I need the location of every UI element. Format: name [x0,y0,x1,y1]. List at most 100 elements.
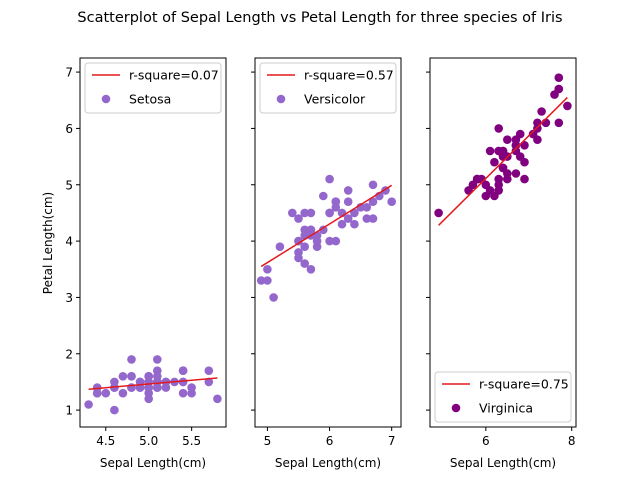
scatter-series-virginica [434,73,572,218]
data-point [325,208,334,218]
data-point [494,180,504,190]
x-axis-label: Sepal Length(cm) [450,456,556,470]
data-point [204,366,214,376]
data-point [127,372,136,381]
regression-line [438,96,568,226]
data-point [537,107,546,116]
data-point [263,276,272,285]
legend-versicolor: r-square=0.57 Versicolor [259,62,397,114]
data-point [256,276,266,285]
x-tick-label: 6 [482,434,490,448]
scatter-series-versicolor [256,174,397,302]
x-tick-label: 6 [326,434,334,448]
legend-setosa: r-square=0.07 Setosa [84,62,222,114]
data-point [325,174,334,184]
legend-series-label: Virginica [479,401,533,416]
panel-setosa: 4.5 5.0 5.5 Sepal Length(cm) 1 2 3 4 5 6 7 r-square… [65,57,227,470]
data-point [503,169,512,178]
data-point [204,377,214,387]
y-axis-label: Petal Length(cm) [41,192,55,294]
data-point [92,388,102,398]
data-point [520,157,529,167]
data-point [306,265,316,274]
data-point [213,394,222,404]
data-point [481,191,491,201]
legend-fit-label: r-square=0.07 [129,68,219,83]
data-point [533,135,542,144]
data-point [263,265,272,274]
data-point [362,214,372,223]
data-point [533,124,542,133]
data-point [520,174,529,184]
data-point [178,377,188,387]
data-point [331,236,341,246]
axes-frame [79,57,227,428]
axes-frame [429,57,577,428]
data-point [319,191,328,201]
data-point [101,388,111,398]
data-point [325,236,334,246]
data-point [434,208,443,218]
legend-fit-label: r-square=0.57 [304,68,394,83]
axes-frame [254,57,402,428]
data-point [294,253,303,263]
chart-title: Scatterplot of Sepal Length vs Petal Len… [77,10,562,26]
y-tick-label: 5 [65,178,73,192]
legend-series-label: Setosa [129,92,171,107]
x-tick-label: 8 [568,434,576,448]
x-tick-label: 4.5 [96,434,115,448]
x-tick-label: 5 [264,434,272,448]
data-point [294,214,303,223]
data-point [153,355,162,364]
data-point [554,118,564,128]
data-point [187,388,196,398]
data-point [288,208,297,218]
data-point [319,225,328,235]
x-tick-label: 5.0 [139,434,158,448]
legend-virginica: r-square=0.75 Virginica [434,371,572,423]
data-point [368,180,378,190]
x-tick-label: 7 [388,434,396,448]
data-point [312,236,322,246]
data-point [84,400,93,409]
data-point [127,355,136,364]
x-axis-label: Sepal Length(cm) [275,456,381,470]
legend-series-label: Versicolor [304,92,366,107]
data-point [343,197,353,206]
data-point [294,236,303,246]
data-point [275,242,285,251]
data-point [300,208,310,218]
panel-virginica: 6 8 Sepal Length(cm) r-square=0.75 Virginica [426,57,577,470]
data-point [269,293,278,302]
data-point [554,84,564,94]
panels: 4.5 5.0 5.5 Sepal Length(cm) 1 2 3 4 5 6 7 r-square… [65,57,577,470]
data-point [300,242,310,251]
data-point [300,259,310,268]
y-tick-label: 2 [65,347,73,361]
data-point [368,197,378,206]
data-point [387,197,397,206]
scatter-series-setosa [84,355,222,415]
x-axis-label: Sepal Length(cm) [100,456,206,470]
data-point [511,169,521,178]
y-tick-label: 1 [65,404,73,418]
data-point [350,219,359,229]
y-tick-label: 4 [65,235,73,249]
panel-versicolor: 5 6 7 Sepal Length(cm) r-square=0.57 Versicol… [251,57,402,470]
data-point [343,214,353,223]
y-tick-label: 6 [65,122,73,136]
legend-marker-swatch [276,94,286,104]
data-point [498,152,508,161]
y-tick-label: 3 [65,291,73,305]
y-tick-label: 7 [65,66,73,80]
legend-marker-swatch [451,403,461,413]
data-point [563,101,572,111]
regression-line [260,184,393,268]
data-point [178,388,188,398]
data-point [362,203,372,212]
legend-fit-label: r-square=0.75 [479,377,569,392]
regression-line [88,377,218,391]
legend-marker-swatch [101,94,111,104]
data-point [300,225,310,235]
